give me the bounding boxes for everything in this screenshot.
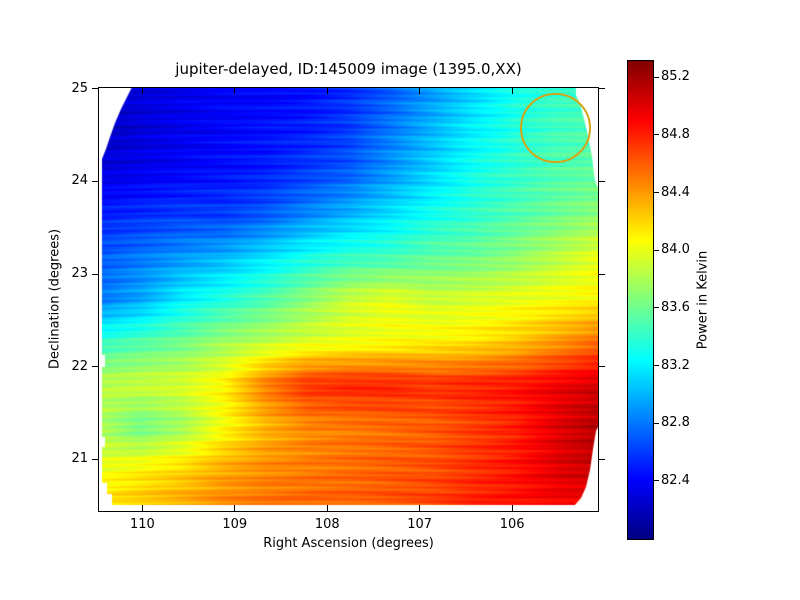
x-axis-tick bbox=[326, 88, 328, 94]
y-axis-tick bbox=[92, 458, 98, 460]
colorbar-ticklabel: 84.8 bbox=[661, 126, 690, 142]
x-axis-tick bbox=[141, 88, 143, 94]
colorbar-tick bbox=[653, 422, 659, 424]
colorbar-label: Power in Kelvin bbox=[695, 250, 711, 350]
colorbar-ticklabel: 82.4 bbox=[661, 472, 690, 488]
annotation-circle bbox=[520, 92, 591, 163]
y-axis-ticklabel: 22 bbox=[71, 358, 88, 374]
heatmap-canvas bbox=[98, 87, 599, 512]
y-axis-ticklabel: 24 bbox=[71, 173, 88, 189]
y-axis-tick bbox=[599, 366, 605, 368]
colorbar-tick bbox=[653, 76, 659, 78]
y-axis-tick bbox=[92, 273, 98, 275]
colorbar-ticklabel: 84.0 bbox=[661, 242, 690, 258]
x-axis-ticklabel: 110 bbox=[129, 517, 155, 532]
x-axis-ticklabel: 108 bbox=[314, 517, 340, 532]
colorbar-tick bbox=[653, 249, 659, 251]
x-axis-tick bbox=[419, 505, 421, 511]
x-axis-tick bbox=[234, 505, 236, 511]
colorbar-ticklabel: 83.2 bbox=[661, 357, 690, 373]
y-axis-label: Declination (degrees) bbox=[47, 228, 63, 370]
colorbar-tick bbox=[653, 134, 659, 136]
plot-title: jupiter-delayed, ID:145009 image (1395.0… bbox=[175, 60, 522, 78]
x-axis-tick bbox=[419, 88, 421, 94]
y-axis-tick bbox=[599, 273, 605, 275]
x-axis-tick bbox=[234, 88, 236, 94]
colorbar-ticklabel: 84.4 bbox=[661, 184, 690, 200]
colorbar-ticklabel: 82.8 bbox=[661, 415, 690, 431]
colorbar-tick bbox=[653, 365, 659, 367]
colorbar-ticklabel: 85.2 bbox=[661, 69, 690, 85]
x-axis-tick bbox=[511, 505, 513, 511]
y-axis-tick bbox=[92, 180, 98, 182]
colorbar-tick bbox=[653, 480, 659, 482]
x-axis-tick bbox=[141, 505, 143, 511]
x-axis-label: Right Ascension (degrees) bbox=[263, 536, 434, 551]
y-axis-ticklabel: 23 bbox=[71, 266, 88, 282]
x-axis-tick bbox=[511, 88, 513, 94]
y-axis-tick bbox=[92, 88, 98, 90]
y-axis-tick bbox=[599, 458, 605, 460]
y-axis-tick bbox=[92, 366, 98, 368]
x-axis-ticklabel: 109 bbox=[222, 517, 248, 532]
x-axis-ticklabel: 106 bbox=[499, 517, 525, 532]
x-axis-ticklabel: 107 bbox=[407, 517, 433, 532]
colorbar-canvas bbox=[627, 60, 654, 540]
y-axis-tick bbox=[599, 88, 605, 90]
y-axis-ticklabel: 25 bbox=[71, 80, 88, 96]
colorbar-ticklabel: 83.6 bbox=[661, 299, 690, 315]
y-axis-tick bbox=[599, 180, 605, 182]
colorbar-tick bbox=[653, 192, 659, 194]
x-axis-tick bbox=[326, 505, 328, 511]
y-axis-ticklabel: 21 bbox=[71, 451, 88, 467]
colorbar-tick bbox=[653, 307, 659, 309]
